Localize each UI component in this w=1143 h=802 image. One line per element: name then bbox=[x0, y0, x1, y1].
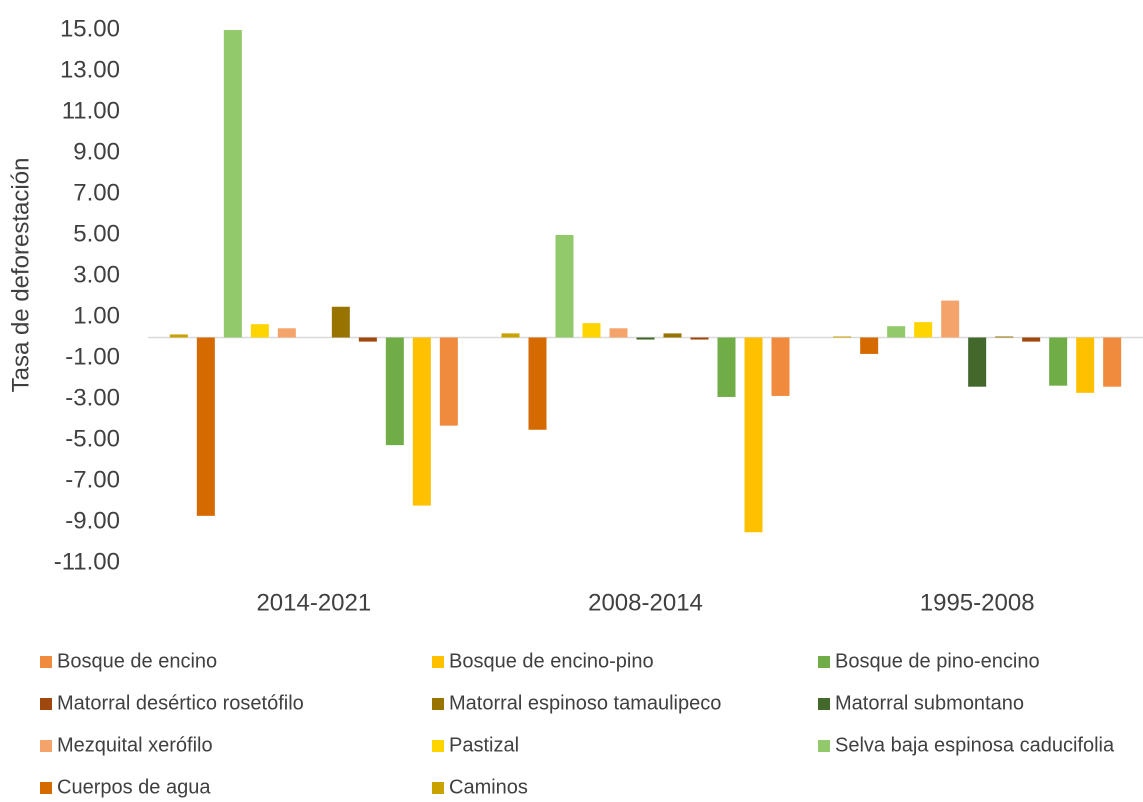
legend-swatch bbox=[40, 656, 52, 668]
legend-label: Mezquital xerófilo bbox=[57, 734, 213, 756]
legend-label: Matorral submontano bbox=[835, 692, 1024, 714]
bar bbox=[528, 337, 547, 430]
y-tick-label: 5.00 bbox=[73, 220, 120, 247]
legend-swatch bbox=[818, 698, 830, 710]
bar bbox=[331, 306, 350, 338]
bar bbox=[663, 333, 682, 338]
legend-label: Bosque de pino-encino bbox=[835, 650, 1040, 672]
legend-label: Cuerpos de agua bbox=[57, 776, 211, 798]
bar bbox=[250, 324, 269, 338]
legend-label: Bosque de encino bbox=[57, 650, 217, 672]
legend-swatch bbox=[818, 656, 830, 668]
bar bbox=[196, 337, 215, 516]
bar bbox=[690, 337, 709, 340]
y-tick-label: -9.00 bbox=[65, 507, 120, 534]
legend-label: Bosque de encino-pino bbox=[449, 650, 654, 672]
bar bbox=[995, 336, 1014, 338]
bar bbox=[358, 337, 377, 342]
y-tick-label: 11.00 bbox=[62, 97, 120, 124]
legend-label: Pastizal bbox=[449, 734, 519, 756]
bar bbox=[223, 30, 242, 338]
bar bbox=[968, 337, 987, 387]
bar bbox=[860, 337, 879, 354]
legend-swatch bbox=[432, 698, 444, 710]
y-tick-label: 15.00 bbox=[60, 15, 120, 42]
bar bbox=[412, 337, 431, 506]
y-tick-label: 1.00 bbox=[73, 302, 120, 329]
bar bbox=[582, 323, 601, 338]
x-tick-label: 2008-2014 bbox=[588, 589, 703, 616]
legend-label: Caminos bbox=[449, 776, 528, 798]
bar bbox=[501, 333, 520, 338]
bar bbox=[555, 235, 574, 338]
bar bbox=[1049, 337, 1068, 386]
bar bbox=[914, 322, 933, 338]
legend-label: Selva baja espinosa caducifolia bbox=[835, 734, 1115, 756]
legend-swatch bbox=[40, 782, 52, 794]
legend-swatch bbox=[818, 740, 830, 752]
x-tick-label: 1995-2008 bbox=[920, 589, 1035, 616]
bar bbox=[833, 336, 852, 338]
bar bbox=[609, 328, 628, 338]
y-axis-title: Tasa de deforestación bbox=[7, 158, 34, 393]
y-tick-label: -3.00 bbox=[65, 384, 120, 411]
legend-swatch bbox=[40, 698, 52, 710]
legend-swatch bbox=[432, 656, 444, 668]
legend-swatch bbox=[432, 782, 444, 794]
x-tick-label: 2014-2021 bbox=[256, 589, 371, 616]
bar bbox=[1076, 337, 1095, 393]
y-tick-label: -5.00 bbox=[65, 425, 120, 452]
bar bbox=[385, 337, 404, 446]
y-tick-label: 9.00 bbox=[73, 138, 120, 165]
legend-swatch bbox=[40, 740, 52, 752]
y-tick-label: 13.00 bbox=[60, 56, 120, 83]
y-tick-label: -11.00 bbox=[54, 548, 120, 575]
bar bbox=[1103, 337, 1122, 387]
legend-label: Matorral desértico rosetófilo bbox=[57, 692, 304, 714]
y-tick-label: -1.00 bbox=[65, 343, 120, 370]
bar bbox=[1022, 337, 1041, 342]
bar bbox=[771, 337, 790, 396]
bar bbox=[717, 337, 736, 397]
bar bbox=[941, 300, 960, 338]
bar bbox=[169, 334, 188, 338]
bar bbox=[887, 326, 906, 338]
legend-label: Matorral espinoso tamaulipeco bbox=[449, 692, 721, 714]
legend-swatch bbox=[432, 740, 444, 752]
y-tick-label: 3.00 bbox=[73, 261, 120, 288]
bar bbox=[744, 337, 763, 533]
bar bbox=[277, 328, 296, 338]
y-tick-label: -7.00 bbox=[65, 466, 120, 493]
y-tick-label: 7.00 bbox=[73, 179, 120, 206]
bar bbox=[636, 337, 655, 340]
bar bbox=[439, 337, 458, 426]
